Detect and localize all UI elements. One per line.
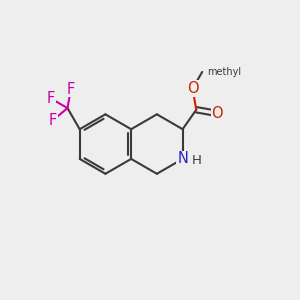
- Text: H: H: [192, 154, 202, 167]
- Text: O: O: [212, 106, 223, 121]
- Text: F: F: [46, 91, 55, 106]
- Text: O: O: [187, 81, 198, 96]
- Text: F: F: [67, 82, 75, 97]
- Text: methyl: methyl: [208, 67, 242, 77]
- Text: F: F: [49, 113, 57, 128]
- Text: N: N: [177, 152, 188, 166]
